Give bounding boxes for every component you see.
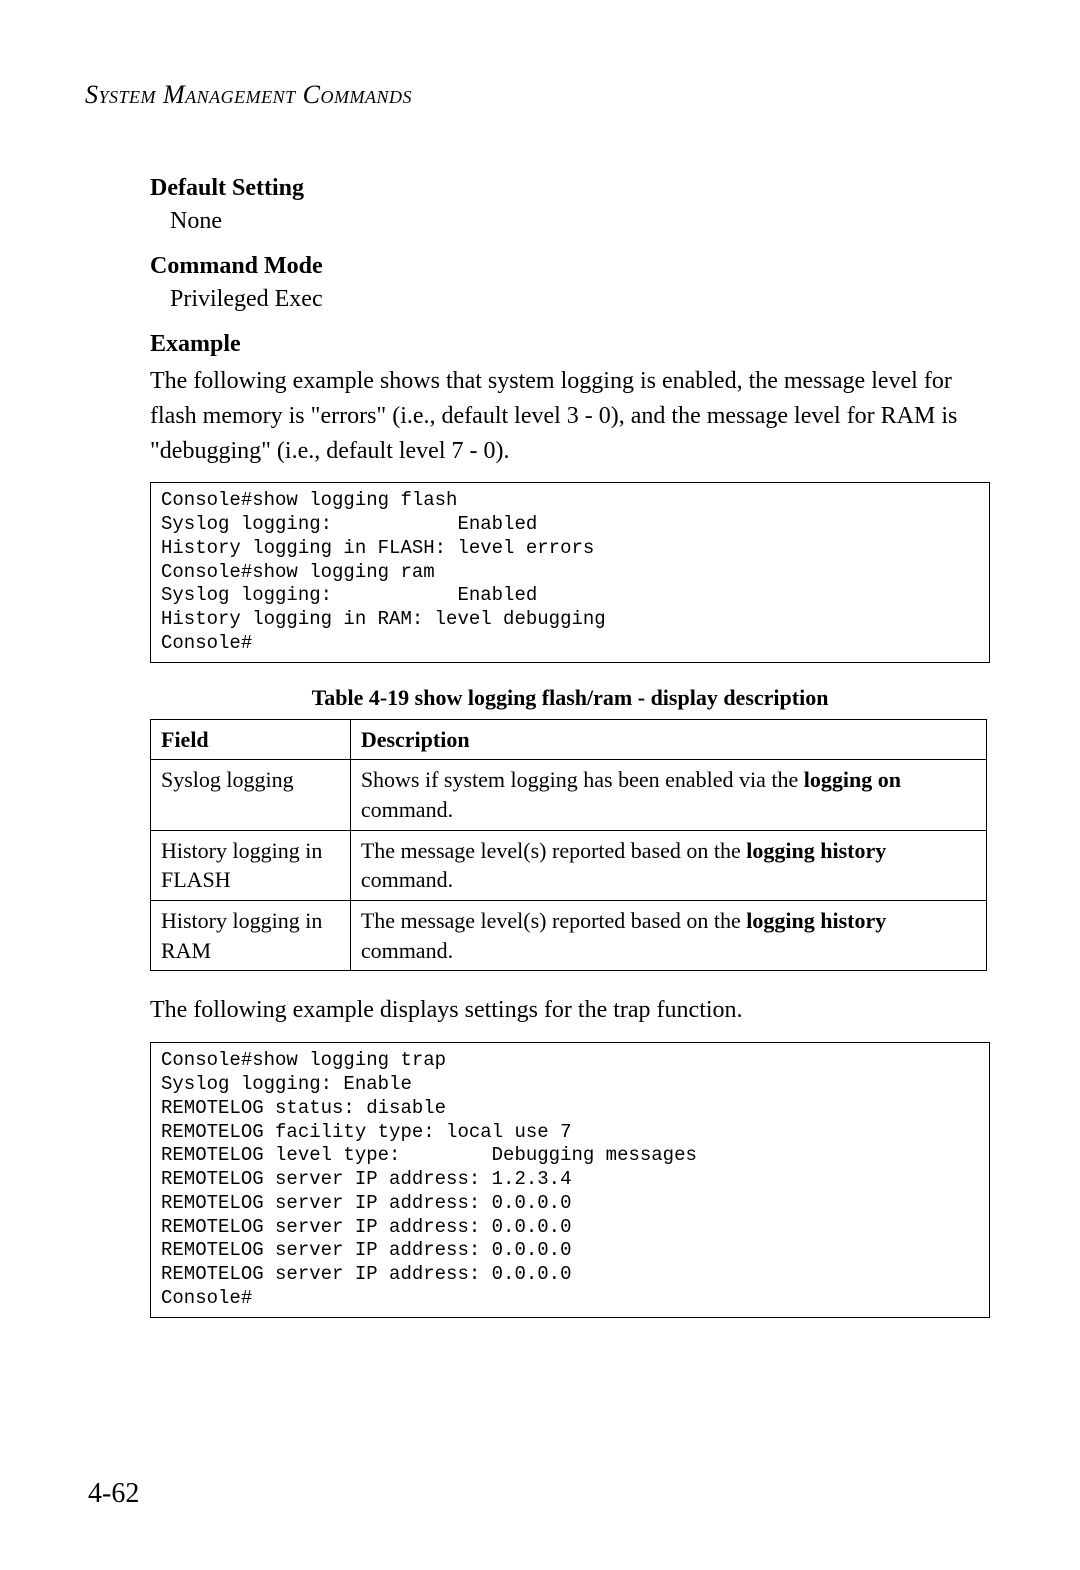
table-cell-field: History logging in RAM [151, 901, 351, 971]
display-description-table: Field Description Syslog logging Shows i… [150, 719, 987, 972]
page-header-title: System Management Commands [85, 80, 990, 110]
table-row: History logging in RAM The message level… [151, 901, 987, 971]
code-block-flash-ram: Console#show logging flash Syslog loggin… [150, 482, 990, 662]
table-cell-field: Syslog logging [151, 760, 351, 830]
desc-text-pre: The message level(s) reported based on t… [361, 838, 746, 863]
trap-intro-text: The following example displays settings … [150, 993, 990, 1028]
table-header-field: Field [151, 719, 351, 760]
desc-text-post: command. [361, 938, 453, 963]
command-mode-heading: Command Mode [150, 253, 990, 280]
desc-text-bold: logging history [746, 908, 886, 933]
code-block-trap: Console#show logging trap Syslog logging… [150, 1042, 990, 1317]
page-number: 4-62 [88, 1478, 139, 1510]
table-row: Syslog logging Shows if system logging h… [151, 760, 987, 830]
example-paragraph: The following example shows that system … [150, 364, 990, 468]
desc-text-post: command. [361, 867, 453, 892]
table-header-description: Description [350, 719, 986, 760]
desc-text-bold: logging history [746, 838, 886, 863]
command-mode-value: Privileged Exec [170, 286, 990, 313]
page-content: System Management Commands Default Setti… [0, 0, 1080, 1390]
table-header-row: Field Description [151, 719, 987, 760]
default-setting-heading: Default Setting [150, 175, 990, 202]
default-setting-value: None [170, 208, 990, 235]
desc-text-post: command. [361, 797, 453, 822]
desc-text-pre: The message level(s) reported based on t… [361, 908, 746, 933]
table-caption: Table 4-19 show logging flash/ram - disp… [150, 685, 990, 711]
desc-text-bold: logging on [804, 767, 901, 792]
desc-text-pre: Shows if system logging has been enabled… [361, 767, 804, 792]
table-cell-field: History logging in FLASH [151, 830, 351, 900]
table-cell-description: The message level(s) reported based on t… [350, 830, 986, 900]
table-row: History logging in FLASH The message lev… [151, 830, 987, 900]
table-cell-description: Shows if system logging has been enabled… [350, 760, 986, 830]
table-cell-description: The message level(s) reported based on t… [350, 901, 986, 971]
example-heading: Example [150, 331, 990, 358]
